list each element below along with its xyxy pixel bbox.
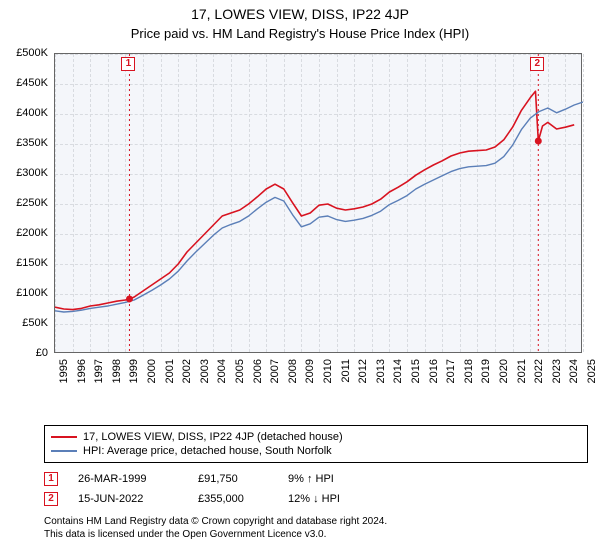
x-tick-label: 2018: [463, 359, 475, 383]
sale-marker-box: 2: [530, 57, 544, 71]
sale-badge: 2: [44, 492, 58, 506]
x-tick-label: 2008: [287, 359, 299, 383]
title-main: 17, LOWES VIEW, DISS, IP22 4JP: [0, 6, 600, 22]
x-tick-label: 2025: [586, 359, 598, 383]
x-tick-label: 2009: [304, 359, 316, 383]
grid-line: [583, 54, 584, 352]
x-tick-label: 2002: [181, 359, 193, 383]
x-tick-label: 1995: [58, 359, 70, 383]
footer-line-2: This data is licensed under the Open Gov…: [44, 528, 588, 541]
x-tick-label: 1999: [128, 359, 140, 383]
x-tick-label: 2012: [357, 359, 369, 383]
y-tick-label: £0: [0, 347, 48, 359]
legend-swatch: [51, 450, 77, 452]
y-tick-label: £450K: [0, 77, 48, 89]
sale-dot: [535, 138, 542, 145]
x-tick-label: 2010: [322, 359, 334, 383]
sale-price: £91,750: [198, 473, 268, 485]
y-tick-label: £350K: [0, 137, 48, 149]
y-tick-label: £50K: [0, 317, 48, 329]
y-tick-label: £200K: [0, 227, 48, 239]
x-tick-label: 2019: [480, 359, 492, 383]
sale-rows: 1 26-MAR-1999 £91,750 9% ↑ HPI 2 15-JUN-2022 £…: [44, 469, 588, 509]
sale-price: £355,000: [198, 493, 268, 505]
legend-row: 17, LOWES VIEW, DISS, IP22 4JP (detached…: [51, 430, 581, 444]
legend-label: 17, LOWES VIEW, DISS, IP22 4JP (detached…: [83, 431, 343, 443]
y-tick-label: £400K: [0, 107, 48, 119]
x-tick-label: 2024: [568, 359, 580, 383]
chart-svg: [55, 54, 583, 354]
x-tick-label: 2007: [269, 359, 281, 383]
title-sub: Price paid vs. HM Land Registry's House …: [0, 26, 600, 41]
x-tick-label: 2022: [533, 359, 545, 383]
x-tick-label: 2016: [428, 359, 440, 383]
plot-area: [54, 53, 582, 353]
sale-marker-box: 1: [121, 57, 135, 71]
x-tick-label: 2017: [445, 359, 457, 383]
x-tick-label: 2000: [146, 359, 158, 383]
titles: 17, LOWES VIEW, DISS, IP22 4JP Price pai…: [0, 0, 600, 41]
x-tick-label: 2014: [392, 359, 404, 383]
legend-row: HPI: Average price, detached house, Sout…: [51, 444, 581, 458]
sale-row: 2 15-JUN-2022 £355,000 12% ↓ HPI: [44, 489, 588, 509]
y-tick-label: £500K: [0, 47, 48, 59]
x-tick-label: 2015: [410, 359, 422, 383]
sale-row: 1 26-MAR-1999 £91,750 9% ↑ HPI: [44, 469, 588, 489]
x-tick-label: 2004: [216, 359, 228, 383]
sale-date: 15-JUN-2022: [78, 493, 178, 505]
y-tick-label: £100K: [0, 287, 48, 299]
sale-hpi: 9% ↑ HPI: [288, 473, 334, 485]
legend-label: HPI: Average price, detached house, Sout…: [83, 445, 332, 457]
series-line: [55, 102, 583, 312]
x-tick-label: 2020: [498, 359, 510, 383]
footer: Contains HM Land Registry data © Crown c…: [44, 515, 588, 541]
sale-hpi: 12% ↓ HPI: [288, 493, 340, 505]
x-tick-label: 1996: [76, 359, 88, 383]
y-tick-label: £250K: [0, 197, 48, 209]
sale-badge: 1: [44, 472, 58, 486]
chart-zone: £0 £50K £100K £150K £200K £250K £300K £350K £400…: [0, 47, 600, 419]
sale-date: 26-MAR-1999: [78, 473, 178, 485]
x-tick-label: 2005: [234, 359, 246, 383]
x-tick-label: 1997: [93, 359, 105, 383]
y-tick-label: £300K: [0, 167, 48, 179]
legend-box: 17, LOWES VIEW, DISS, IP22 4JP (detached…: [44, 425, 588, 463]
sale-dot: [126, 295, 133, 302]
chart-container: 17, LOWES VIEW, DISS, IP22 4JP Price pai…: [0, 0, 600, 560]
legend-swatch: [51, 436, 77, 438]
x-tick-label: 1998: [111, 359, 123, 383]
series-line: [55, 91, 574, 309]
x-tick-label: 2001: [164, 359, 176, 383]
x-tick-label: 2021: [516, 359, 528, 383]
footer-line-1: Contains HM Land Registry data © Crown c…: [44, 515, 588, 528]
x-tick-label: 2003: [199, 359, 211, 383]
x-tick-label: 2006: [252, 359, 264, 383]
x-tick-label: 2011: [340, 359, 352, 383]
y-tick-label: £150K: [0, 257, 48, 269]
x-tick-label: 2023: [551, 359, 563, 383]
x-tick-label: 2013: [375, 359, 387, 383]
